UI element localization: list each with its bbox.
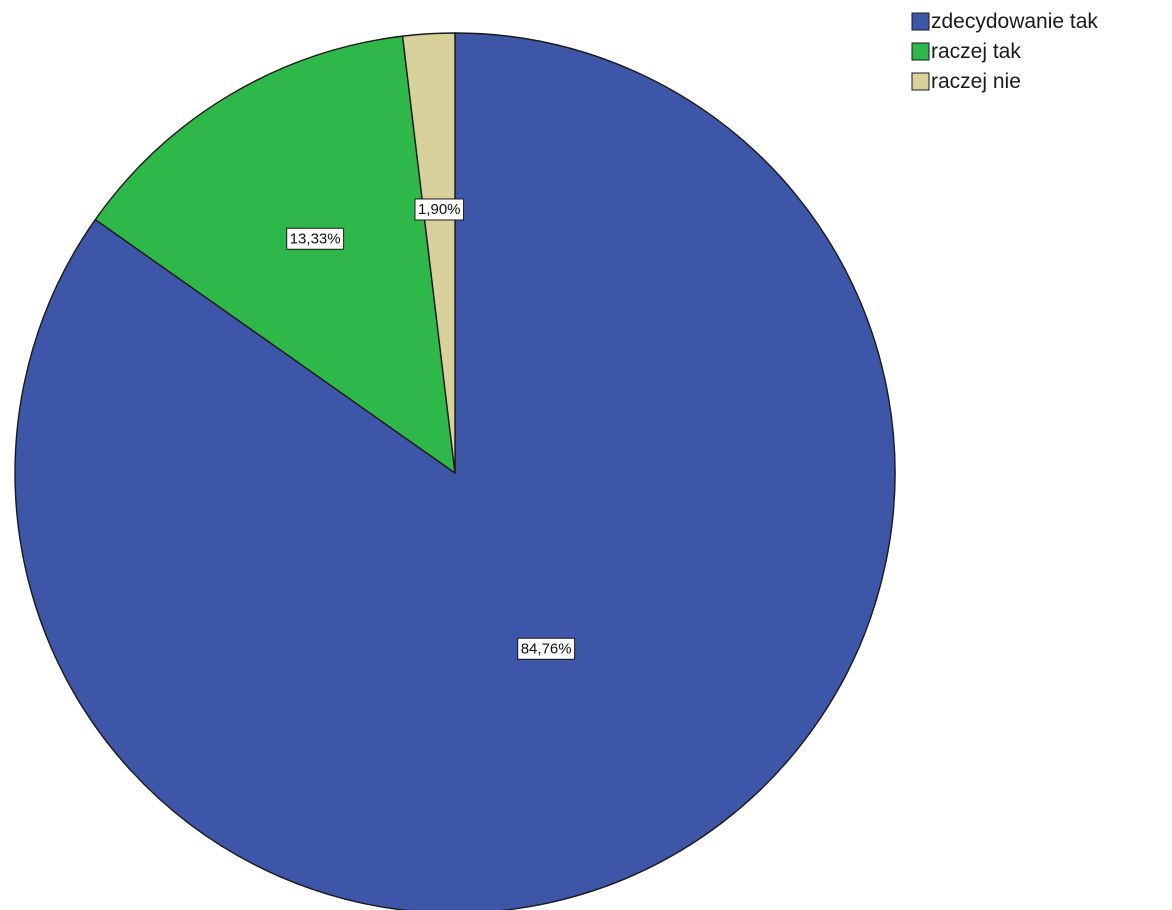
- data-label-box: [414, 198, 465, 221]
- legend-swatch: [911, 42, 930, 61]
- legend-swatch: [911, 12, 930, 31]
- legend-swatch: [911, 72, 930, 91]
- legend-label: raczej tak: [931, 40, 1021, 63]
- legend: zdecydowanie tak raczej tak raczej nie: [911, 10, 1098, 93]
- data-label-box: [286, 227, 345, 250]
- pie-slice-raczej-tak: [94, 35, 456, 474]
- legend-label: raczej nie: [931, 70, 1021, 93]
- data-label-raczej-nie: 1,90%: [414, 198, 465, 221]
- pie-slices: [14, 32, 896, 910]
- data-label-text: 13,33%: [290, 230, 341, 247]
- legend-item-raczej-tak: raczej tak: [911, 40, 1021, 63]
- legend-item-raczej-nie: raczej nie: [911, 70, 1021, 93]
- data-label-raczej-tak: 13,33%: [286, 227, 345, 250]
- data-label-zdecydowanie-tak: 84,76%: [517, 637, 576, 660]
- data-label-text: 84,76%: [521, 640, 572, 657]
- legend-item-zdecydowanie-tak: zdecydowanie tak: [911, 10, 1098, 33]
- data-label-box: [517, 637, 576, 660]
- legend-label: zdecydowanie tak: [931, 10, 1098, 33]
- pie-slice-raczej-nie: [401, 32, 456, 474]
- data-labels: 84,76% 13,33% 1,90%: [286, 198, 576, 660]
- data-label-text: 1,90%: [418, 201, 461, 218]
